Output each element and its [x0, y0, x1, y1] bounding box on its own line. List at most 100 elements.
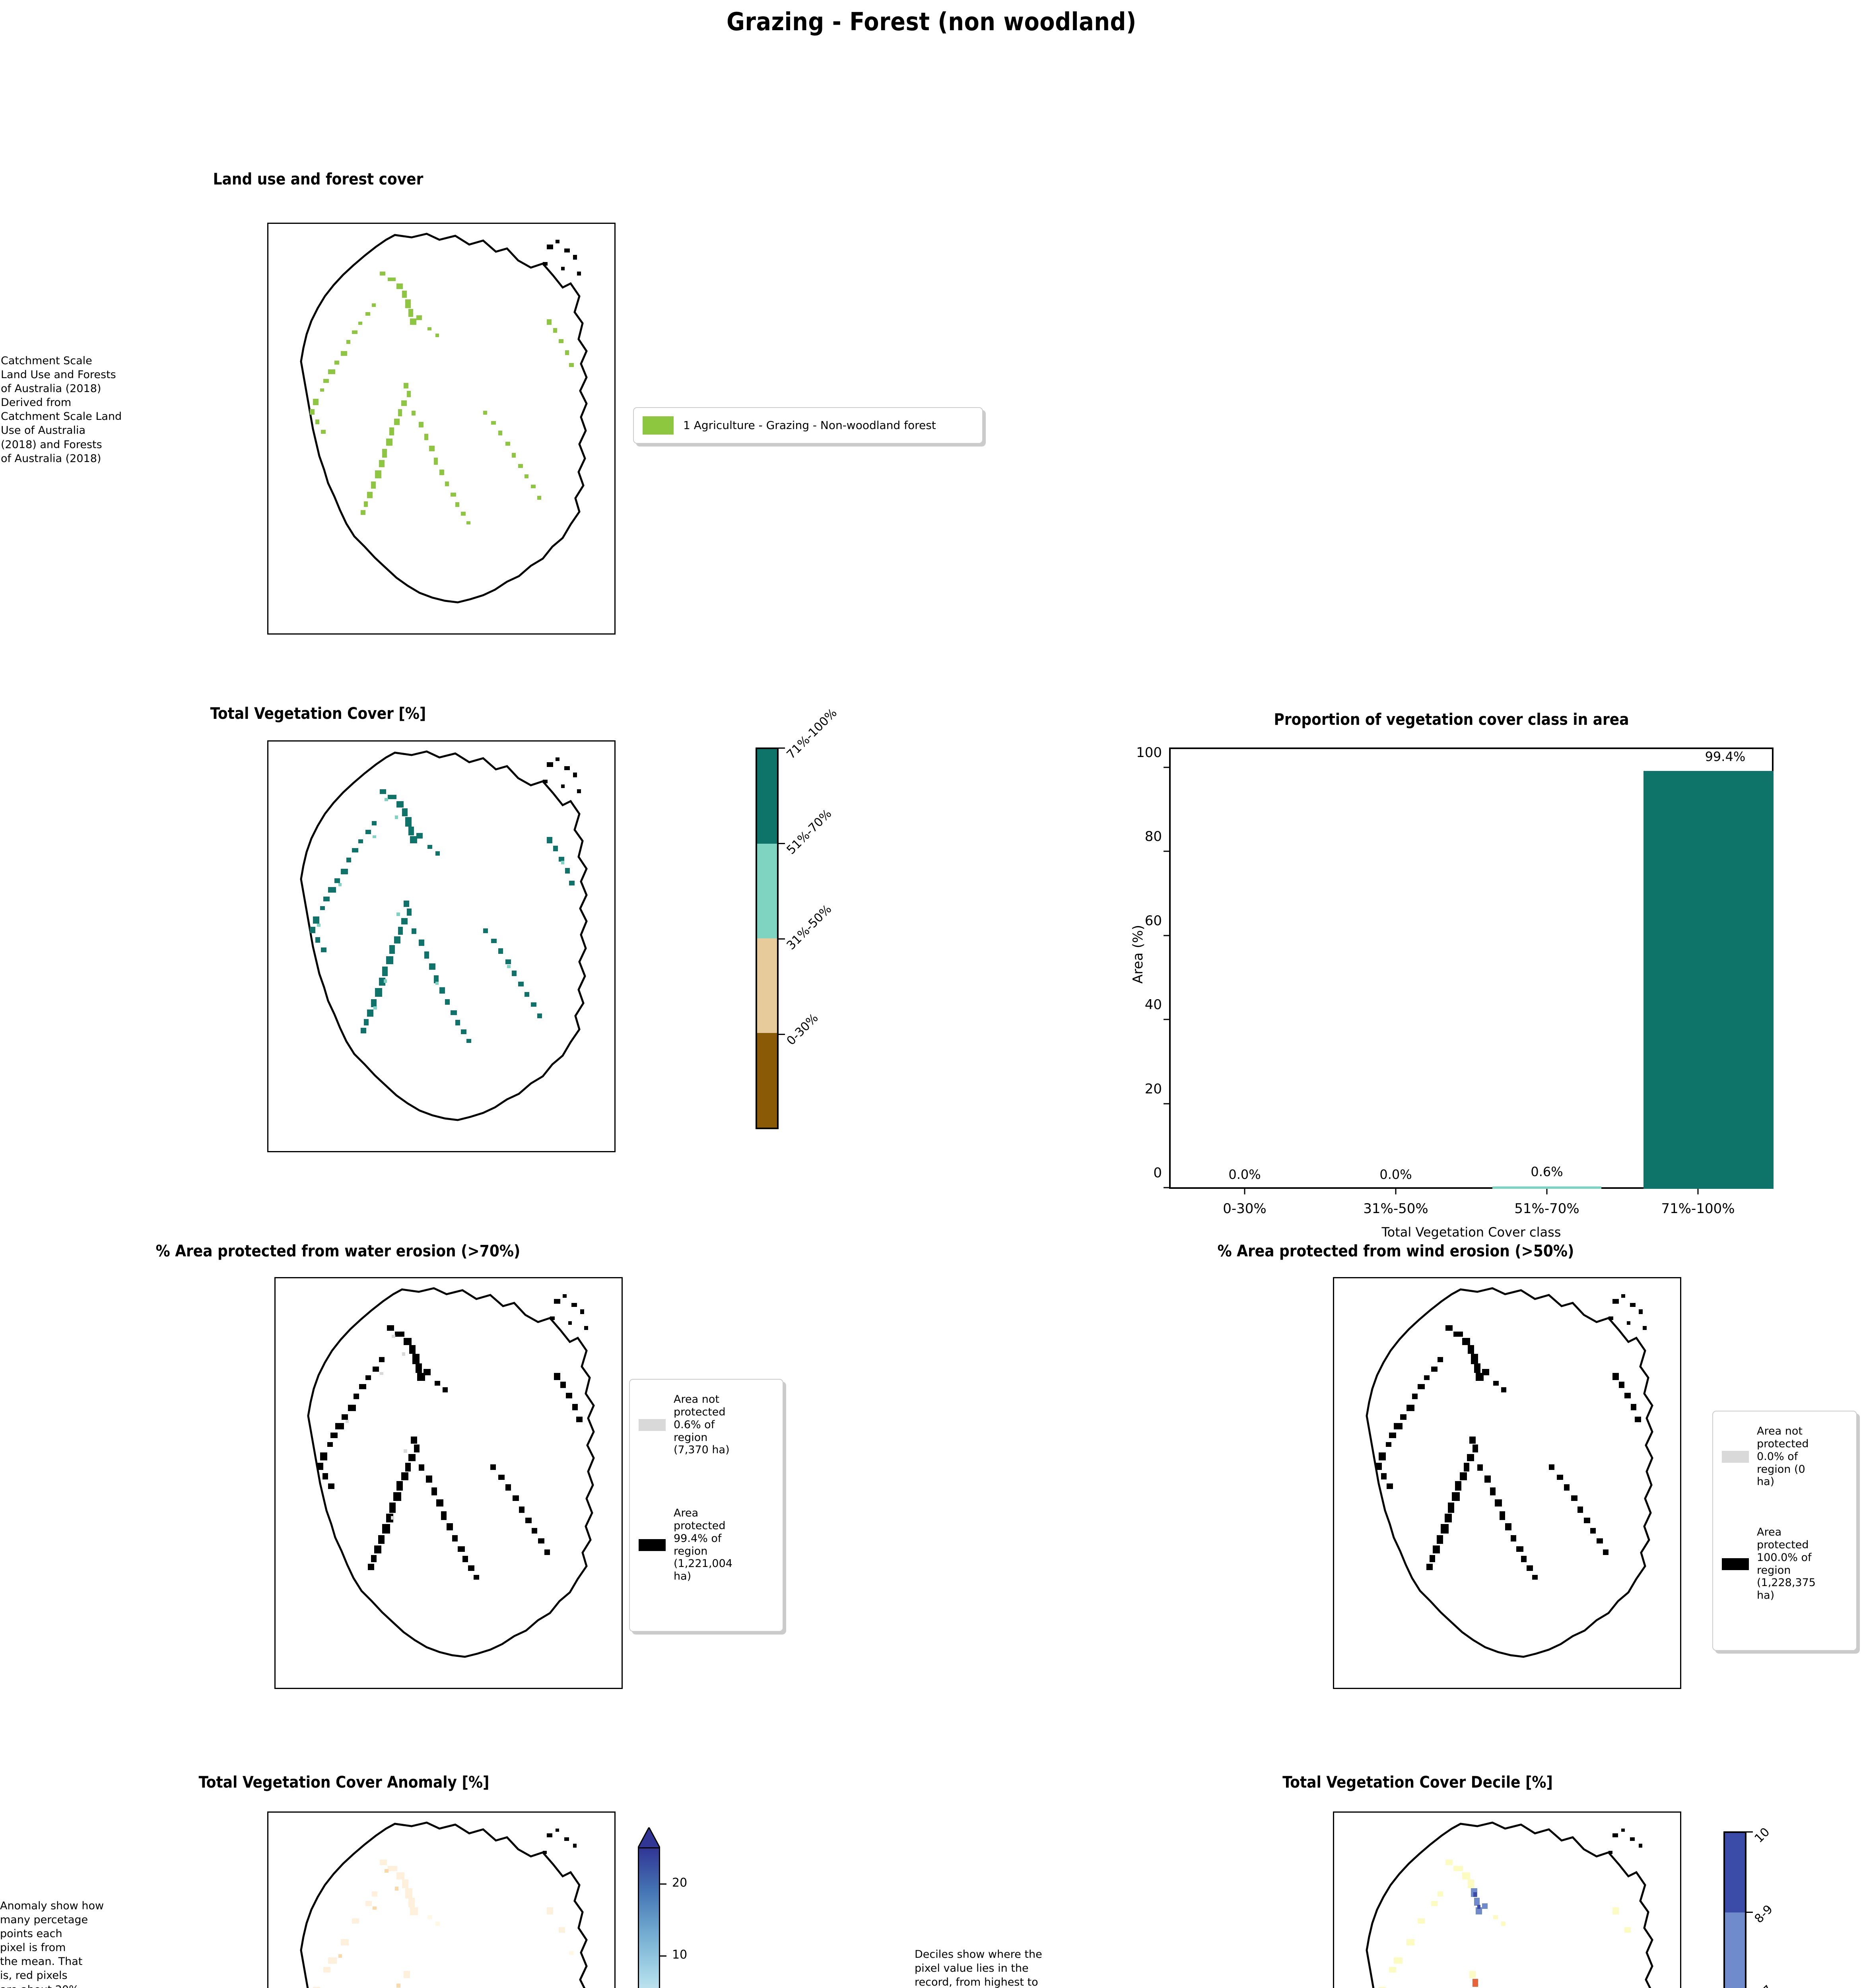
bar-chart-title: Proportion of vegetation cover class in … — [1274, 711, 1629, 729]
colorbar-tick — [660, 1955, 666, 1957]
map-tick — [267, 797, 268, 798]
land-use-legend-label: 1 Agriculture - Grazing - Non-woodland f… — [683, 419, 936, 432]
map-tick — [1333, 1636, 1334, 1637]
anomaly-colorbar-label-10: 10 — [672, 1948, 688, 1962]
bar-71-100[interactable] — [1643, 771, 1774, 1189]
x-tick-label-0-30: 0-30% — [1223, 1201, 1267, 1217]
anomaly-note: Anomaly show how many percetage points e… — [0, 1900, 104, 1988]
water-legend-protected-swatch — [639, 1539, 666, 1551]
map-tick — [404, 1811, 405, 1813]
y-tick-label-100: 100 — [1136, 744, 1162, 761]
map-tick — [274, 1437, 276, 1439]
map-tick — [267, 582, 268, 583]
map-tick — [494, 1688, 495, 1689]
map-tick — [404, 740, 405, 742]
map-tick — [1333, 1334, 1334, 1335]
colorbar-label-0-30: 0-30% — [784, 1011, 821, 1048]
map-tick — [1386, 1277, 1387, 1278]
y-tick — [1164, 1019, 1169, 1020]
y-tick-label-60: 60 — [1144, 912, 1162, 929]
decile-map-graphic — [1366, 1821, 1653, 1988]
veg-cover-map[interactable] — [267, 740, 616, 1152]
map-tick — [487, 633, 488, 635]
decile-colorbar — [1723, 1831, 1746, 1988]
map-tick — [578, 1277, 579, 1278]
wind-erosion-map[interactable] — [1333, 1277, 1681, 1689]
x-tick — [1395, 1189, 1397, 1194]
water-erosion-legend: Area not protected 0.6% of region (7,370… — [629, 1379, 783, 1632]
decile-map[interactable] — [1333, 1811, 1681, 1988]
map-tick — [1636, 1277, 1638, 1278]
colorbar-label-31-50: 31%-50% — [784, 902, 835, 953]
map-tick — [327, 1277, 328, 1278]
axis-spine-left — [1169, 747, 1171, 1189]
colorbar-label-51-70: 51%-70% — [784, 807, 835, 857]
colorbar-tick — [779, 747, 785, 749]
bar-chart-y-axis-label: Area (%) — [1130, 925, 1146, 984]
anomaly-map[interactable] — [267, 1811, 616, 1988]
map-tick — [327, 1688, 328, 1689]
wind-legend-not-protected-swatch — [1722, 1450, 1749, 1463]
x-tick-label-71-100: 71%-100% — [1661, 1201, 1735, 1217]
anomaly-colorbar — [638, 1827, 660, 1988]
wind-erosion-legend: Area not protected 0.0% of region (0 ha)… — [1712, 1411, 1857, 1651]
map-tick — [571, 740, 572, 742]
decile-colorbar-labels: 10 8-9 4-7 2-3 1 — [1746, 1825, 1862, 1988]
map-tick — [274, 1636, 276, 1637]
map-tick — [404, 223, 405, 224]
map-tick — [274, 1334, 276, 1335]
colorbar-tick — [660, 1883, 666, 1885]
bar-chart-x-axis-label: Total Vegetation Cover class — [1381, 1225, 1561, 1240]
y-tick-label-0: 0 — [1153, 1165, 1162, 1181]
wind-legend-protected-label: Area protected 100.0% of region (1,228,3… — [1757, 1526, 1816, 1602]
map-tick — [274, 1541, 276, 1542]
wind-legend-protected-swatch — [1722, 1558, 1749, 1570]
map-tick — [578, 1688, 579, 1689]
y-tick — [1164, 935, 1169, 936]
water-erosion-map-graphic — [307, 1287, 595, 1658]
land-use-map[interactable] — [267, 223, 616, 635]
map-tick — [267, 901, 268, 902]
veg-cover-colorbar-labels: 71%-100% 51%-70% 31%-50% 0-30% — [779, 706, 977, 1129]
map-tick — [404, 633, 405, 635]
y-tick — [1164, 767, 1169, 768]
water-erosion-map[interactable] — [274, 1277, 623, 1689]
wind-legend-not-protected-label: Area not protected 0.0% of region (0 ha) — [1757, 1425, 1809, 1488]
land-use-legend: 1 Agriculture - Grazing - Non-woodland f… — [633, 407, 983, 444]
map-tick — [571, 223, 572, 224]
map-tick — [267, 383, 268, 384]
land-use-legend-swatch — [643, 416, 674, 435]
map-tick — [494, 1277, 495, 1278]
map-tick — [487, 1811, 488, 1813]
map-tick — [1553, 1811, 1554, 1813]
veg-cover-colorbar — [756, 747, 779, 1129]
anomaly-colorbar-extend-top — [638, 1827, 660, 1848]
bar-51-70[interactable] — [1492, 1186, 1601, 1189]
map-tick — [487, 1151, 488, 1152]
map-tick — [1553, 1277, 1554, 1278]
map-tick — [1333, 1541, 1334, 1542]
map-tick — [267, 1868, 268, 1870]
veg-cover-map-graphic — [300, 750, 588, 1121]
anomaly-colorbar-label-20: 20 — [672, 1876, 688, 1890]
map-tick — [267, 1004, 268, 1005]
map-tick — [1636, 1688, 1638, 1689]
veg-cover-panel-title: Total Vegetation Cover [%] — [210, 705, 426, 723]
decile-segment-8-9 — [1725, 1912, 1745, 1988]
anomaly-panel-title: Total Vegetation Cover Anomaly [%] — [198, 1773, 490, 1792]
map-tick — [320, 1811, 321, 1813]
wind-erosion-panel-title: % Area protected from wind erosion (>50%… — [1217, 1242, 1574, 1260]
map-tick — [1333, 1972, 1334, 1973]
map-tick — [487, 223, 488, 224]
map-tick — [1636, 1811, 1638, 1813]
x-tick — [1546, 1189, 1548, 1194]
colorbar-segment-31-50 — [757, 938, 777, 1033]
colorbar-segment-71-100 — [757, 749, 777, 844]
colorbar-tick — [1746, 1912, 1753, 1913]
water-legend-not-protected-label: Area not protected 0.6% of region (7,370… — [674, 1393, 730, 1456]
bar-label-0-30: 0.0% — [1228, 1167, 1261, 1182]
proportion-bar-chart[interactable]: 0 20 40 60 80 100 0.0% 0.0% 0.6% 99.4% 0… — [1136, 745, 1774, 1217]
decile-label-8-9: 8-9 — [1752, 1902, 1776, 1926]
page-title: Grazing - Forest (non woodland) — [727, 7, 1136, 36]
bar-label-71-100: 99.4% — [1705, 749, 1746, 765]
